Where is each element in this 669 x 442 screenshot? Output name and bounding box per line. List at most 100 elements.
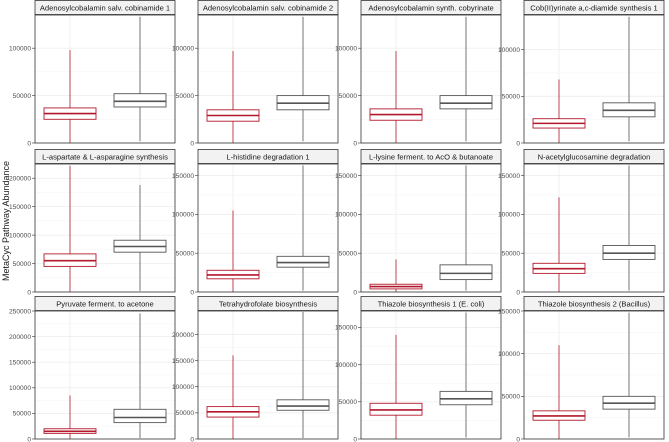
y-tick-label: 0 xyxy=(27,140,31,147)
panel-border xyxy=(360,163,502,293)
plot-area xyxy=(198,311,338,439)
y-tick-label: 100000 xyxy=(172,212,194,219)
panel-title: L-lysine ferment. to AcO & butanoate xyxy=(369,153,493,162)
panel-title: Thiazole biosynthesis 2 (Bacillus) xyxy=(538,300,651,309)
panel: Cob(II)yrinate a,c-diamide synthesis 1 0 5… xyxy=(498,0,665,147)
panel-strip xyxy=(360,0,502,15)
panel-border xyxy=(360,310,502,440)
y-tick-label: 50000 xyxy=(502,394,521,401)
panel: Adenosylcobalamin salv. cobinamide 2 0 500… xyxy=(172,0,339,147)
panel-strip xyxy=(523,149,665,164)
panel-strip xyxy=(34,149,176,164)
panel: L-aspartate & L-asparagine synthesis 0 500… xyxy=(9,149,176,296)
plot-area xyxy=(35,164,175,292)
y-tick-label: 100000 xyxy=(335,45,357,52)
panel-strip xyxy=(34,296,176,311)
panel-strip xyxy=(34,0,176,15)
panel: Thiazole biosynthesis 2 (Bacillus) 0 50000… xyxy=(498,296,665,442)
plot-area xyxy=(361,15,501,143)
y-tick-label: 150000 xyxy=(335,325,357,332)
panel-border xyxy=(34,310,176,440)
y-tick-label: 100000 xyxy=(335,212,357,219)
box xyxy=(439,264,493,281)
y-tick-label: 50000 xyxy=(13,411,32,418)
panel-strip xyxy=(523,0,665,15)
y-tick-label: 50000 xyxy=(176,93,195,100)
y-tick-label: 100000 xyxy=(498,47,520,54)
panel-strip xyxy=(197,296,339,311)
y-tick-label: 0 xyxy=(353,289,357,296)
panel-border xyxy=(523,310,665,440)
panel-border xyxy=(523,163,665,293)
box xyxy=(276,399,330,411)
y-tick-label: 150000 xyxy=(172,173,194,180)
y-tick-label: 50000 xyxy=(339,93,358,100)
panel: L-histidine degradation 1 0 50000 100000 150… xyxy=(172,149,339,296)
y-tick-label: 0 xyxy=(353,140,357,147)
y-tick-label: 100000 xyxy=(9,45,31,52)
plot-area xyxy=(35,15,175,143)
panel-title: Tetrahydrofolate biosynthesis xyxy=(219,300,318,309)
panel-title: Adenosylcobalamin synth. cobyrinate xyxy=(368,4,493,13)
box xyxy=(439,95,493,110)
y-tick-label: 100000 xyxy=(172,384,194,391)
y-tick-label: 250000 xyxy=(9,308,31,315)
y-tick-label: 150000 xyxy=(9,360,31,367)
panel-title: L-histidine degradation 1 xyxy=(226,153,309,162)
y-tick-label: 200000 xyxy=(9,176,31,183)
panel-title: Adenosylcobalamin salv. cobinamide 2 xyxy=(203,4,333,13)
panel-grid: Adenosylcobalamin salv. cobinamide 1 0 500… xyxy=(9,0,665,442)
panel: Adenosylcobalamin salv. cobinamide 1 0 500… xyxy=(9,0,176,147)
y-tick-label: 0 xyxy=(516,436,520,442)
y-tick-label: 100000 xyxy=(172,45,194,52)
panel-strip xyxy=(197,149,339,164)
panel-title: L-aspartate & L-asparagine synthesis xyxy=(42,153,168,162)
y-tick-label: 200000 xyxy=(9,334,31,341)
y-tick-label: 0 xyxy=(27,436,31,442)
y-tick-label: 50000 xyxy=(176,410,195,417)
plot-area xyxy=(361,311,501,439)
y-tick-label: 0 xyxy=(190,140,194,147)
y-tick-label: 150000 xyxy=(498,308,520,315)
y-tick-label: 50000 xyxy=(502,94,521,101)
panel-title: Adenosylcobalamin salv. cobinamide 1 xyxy=(40,4,170,13)
y-tick-label: 50000 xyxy=(502,251,521,258)
panel: Adenosylcobalamin synth. cobyrinate 0 5000… xyxy=(335,0,502,147)
y-tick-label: 150000 xyxy=(335,173,357,180)
panel-border xyxy=(360,14,502,144)
y-tick-label: 100000 xyxy=(498,351,520,358)
box xyxy=(113,408,167,424)
y-tick-label: 100000 xyxy=(9,232,31,239)
panel-border xyxy=(34,163,176,293)
y-tick-label: 50000 xyxy=(176,251,195,258)
y-tick-label: 200000 xyxy=(172,332,194,339)
panel-border xyxy=(197,14,339,144)
panel-border xyxy=(523,14,665,144)
y-tick-label: 100000 xyxy=(9,385,31,392)
y-tick-label: 0 xyxy=(27,289,31,296)
panel-title: Cob(II)yrinate a,c-diamide synthesis 1 xyxy=(530,4,657,13)
y-tick-label: 50000 xyxy=(13,93,32,100)
y-tick-label: 0 xyxy=(353,436,357,442)
y-tick-label: 100000 xyxy=(335,362,357,369)
panel-strip xyxy=(523,296,665,311)
y-tick-label: 50000 xyxy=(339,399,358,406)
panel-title: N-acetylglucosamine degradation xyxy=(538,153,651,162)
panel-border xyxy=(197,163,339,293)
y-tick-label: 150000 xyxy=(172,358,194,365)
panel: N-acetylglucosamine degradation 0 50000 100… xyxy=(498,149,665,296)
panel: Thiazole biosynthesis 1 (E. coli) 0 50000 1… xyxy=(335,296,502,442)
panel-border xyxy=(197,310,339,440)
panel-strip xyxy=(360,149,502,164)
panel-title: Pyruvate ferment. to acetone xyxy=(56,300,154,309)
plot-area xyxy=(198,15,338,143)
y-tick-label: 0 xyxy=(190,289,194,296)
y-tick-label: 150000 xyxy=(498,173,520,180)
panel: Pyruvate ferment. to acetone 0 50000 100000… xyxy=(9,296,176,442)
panel: Tetrahydrofolate biosynthesis 0 50000 10000… xyxy=(172,296,339,442)
y-tick-label: 0 xyxy=(516,289,520,296)
y-axis-label: MetaCyc Pathway Abundance xyxy=(1,161,11,281)
y-tick-label: 50000 xyxy=(339,251,358,258)
box xyxy=(113,93,167,108)
